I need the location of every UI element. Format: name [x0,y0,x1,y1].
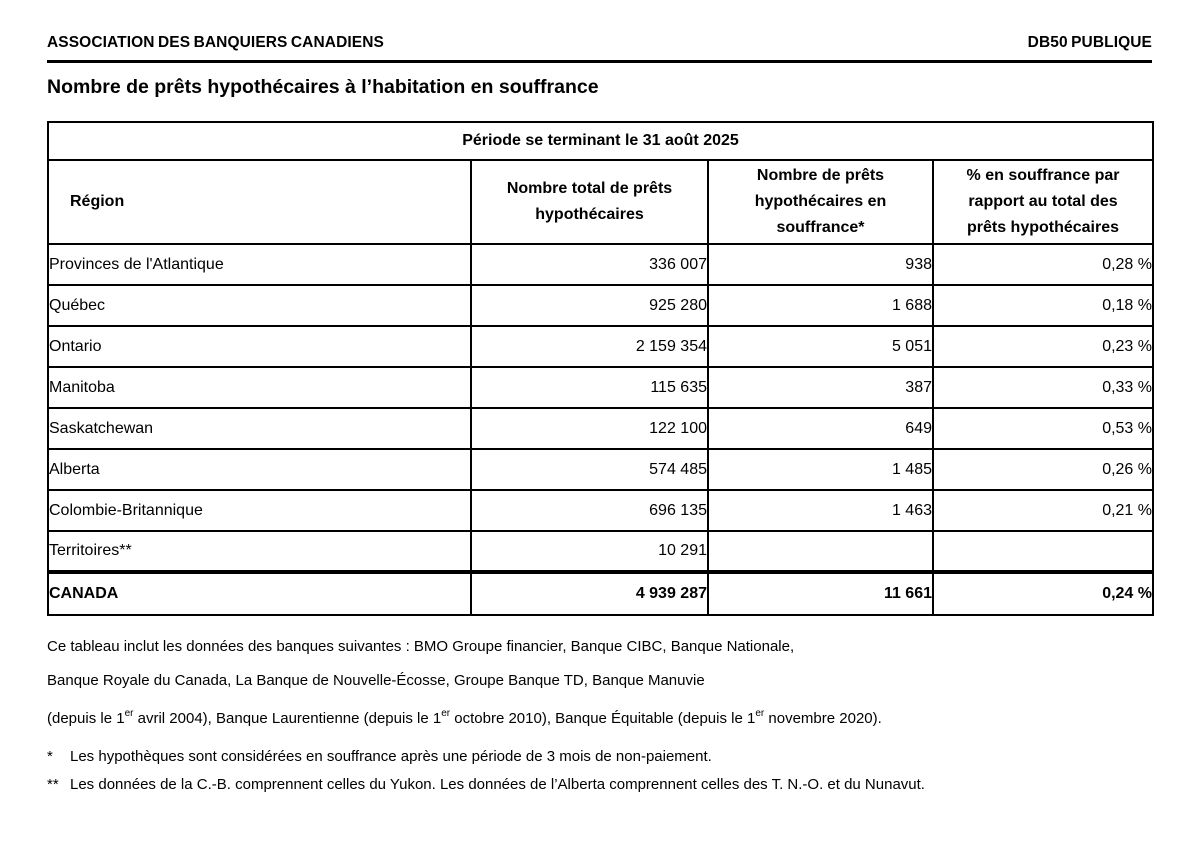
footnote-text: Les hypothèques sont considérées en souf… [70,748,712,765]
table-row-manitoba: Manitoba 115 635 387 0,33 % [47,366,1154,409]
total-loans-cell: 122 100 [470,407,709,450]
column-header-arrears: Nombre de prêts hypothécaires en souffra… [707,159,934,245]
footnotes: * Les hypothèques sont considérées en so… [47,747,1152,795]
banks-note-line2: Banque Royale du Canada, La Banque de No… [47,672,705,689]
banks-note-line1: Ce tableau inclut les données des banque… [47,638,795,655]
region-cell: Manitoba [47,366,472,409]
percent-cell: 0,53 % [932,407,1154,450]
arrears-cell: 649 [707,407,934,450]
note-text-segment: novembre 2020). [764,710,882,727]
total-loans-cell: 696 135 [470,489,709,532]
arrears-cell: 11 661 [707,570,934,616]
table-row-quebec: Québec 925 280 1 688 0,18 % [47,284,1154,327]
document-header: ASSOCIATION DES BANQUIERS CANADIENS DB50… [47,34,1152,63]
table-row-british-columbia: Colombie-Britannique 696 135 1 463 0,21 … [47,489,1154,532]
total-loans-cell: 574 485 [470,448,709,491]
ordinal-superscript: er [441,708,451,719]
note-text-segment: octobre 2010), Banque Équitable (depuis … [450,710,756,727]
percent-cell: 0,28 % [932,243,1154,286]
note-text-segment: (depuis le 1 [47,710,125,727]
percent-cell: 0,33 % [932,366,1154,409]
arrears-cell [707,530,934,573]
org-name: ASSOCIATION DES BANQUIERS CANADIENS [47,34,384,51]
region-cell: Québec [47,284,472,327]
region-cell: CANADA [47,570,472,616]
footnote-text: Les données de la C.-B. comprennent cell… [70,776,925,793]
arrears-cell: 1 463 [707,489,934,532]
period-header-row: Période se terminant le 31 août 2025 [47,121,1154,161]
table-row-territories: Territoires** 10 291 [47,530,1154,573]
ordinal-superscript: er [124,708,134,719]
period-header: Période se terminant le 31 août 2025 [47,121,1154,161]
arrears-cell: 1 688 [707,284,934,327]
arrears-cell: 5 051 [707,325,934,368]
footnote-marker: * [47,748,53,765]
table-row-alberta: Alberta 574 485 1 485 0,26 % [47,448,1154,491]
region-cell: Alberta [47,448,472,491]
column-header-region: Région [47,159,472,245]
ordinal-superscript: er [755,708,765,719]
region-cell: Saskatchewan [47,407,472,450]
footnote-marker: ** [47,776,59,793]
total-loans-cell: 4 939 287 [470,570,709,616]
table-row-canada-total: CANADA 4 939 287 11 661 0,24 % [47,570,1154,616]
total-loans-cell: 10 291 [470,530,709,573]
footnote-territories-detail: ** Les données de la C.-B. comprennent c… [47,775,1152,795]
total-loans-cell: 925 280 [470,284,709,327]
percent-cell: 0,24 % [932,570,1154,616]
column-header-percent: % en souffrance par rapport au total des… [932,159,1154,245]
percent-cell [932,530,1154,573]
percent-cell: 0,18 % [932,284,1154,327]
page-title: Nombre de prêts hypothécaires à l’habita… [47,76,599,98]
footnote-arrears-definition: * Les hypothèques sont considérées en so… [47,747,1152,767]
region-cell: Ontario [47,325,472,368]
arrears-cell: 938 [707,243,934,286]
arrears-cell: 387 [707,366,934,409]
column-header-total-loans: Nombre total de prêts hypothécaires [470,159,709,245]
table-row-ontario: Ontario 2 159 354 5 051 0,23 % [47,325,1154,368]
total-loans-cell: 2 159 354 [470,325,709,368]
doc-code: DB50 PUBLIQUE [1027,34,1152,51]
region-cell: Provinces de l'Atlantique [47,243,472,286]
table-row-saskatchewan: Saskatchewan 122 100 649 0,53 % [47,407,1154,450]
region-cell: Territoires** [47,530,472,573]
region-cell: Colombie-Britannique [47,489,472,532]
note-text-segment: avril 2004), Banque Laurentienne (depuis… [133,710,442,727]
banks-note-line3: (depuis le 1er avril 2004), Banque Laure… [47,704,1152,729]
percent-cell: 0,21 % [932,489,1154,532]
percent-cell: 0,26 % [932,448,1154,491]
mortgage-arrears-table: Période se terminant le 31 août 2025 Rég… [47,121,1154,616]
total-loans-cell: 336 007 [470,243,709,286]
total-loans-cell: 115 635 [470,366,709,409]
table-row-atlantic: Provinces de l'Atlantique 336 007 938 0,… [47,243,1154,286]
percent-cell: 0,23 % [932,325,1154,368]
arrears-cell: 1 485 [707,448,934,491]
column-header-row: Région Nombre total de prêts hypothécair… [47,159,1154,245]
included-banks-note: Ce tableau inclut les données des banque… [47,636,1152,729]
